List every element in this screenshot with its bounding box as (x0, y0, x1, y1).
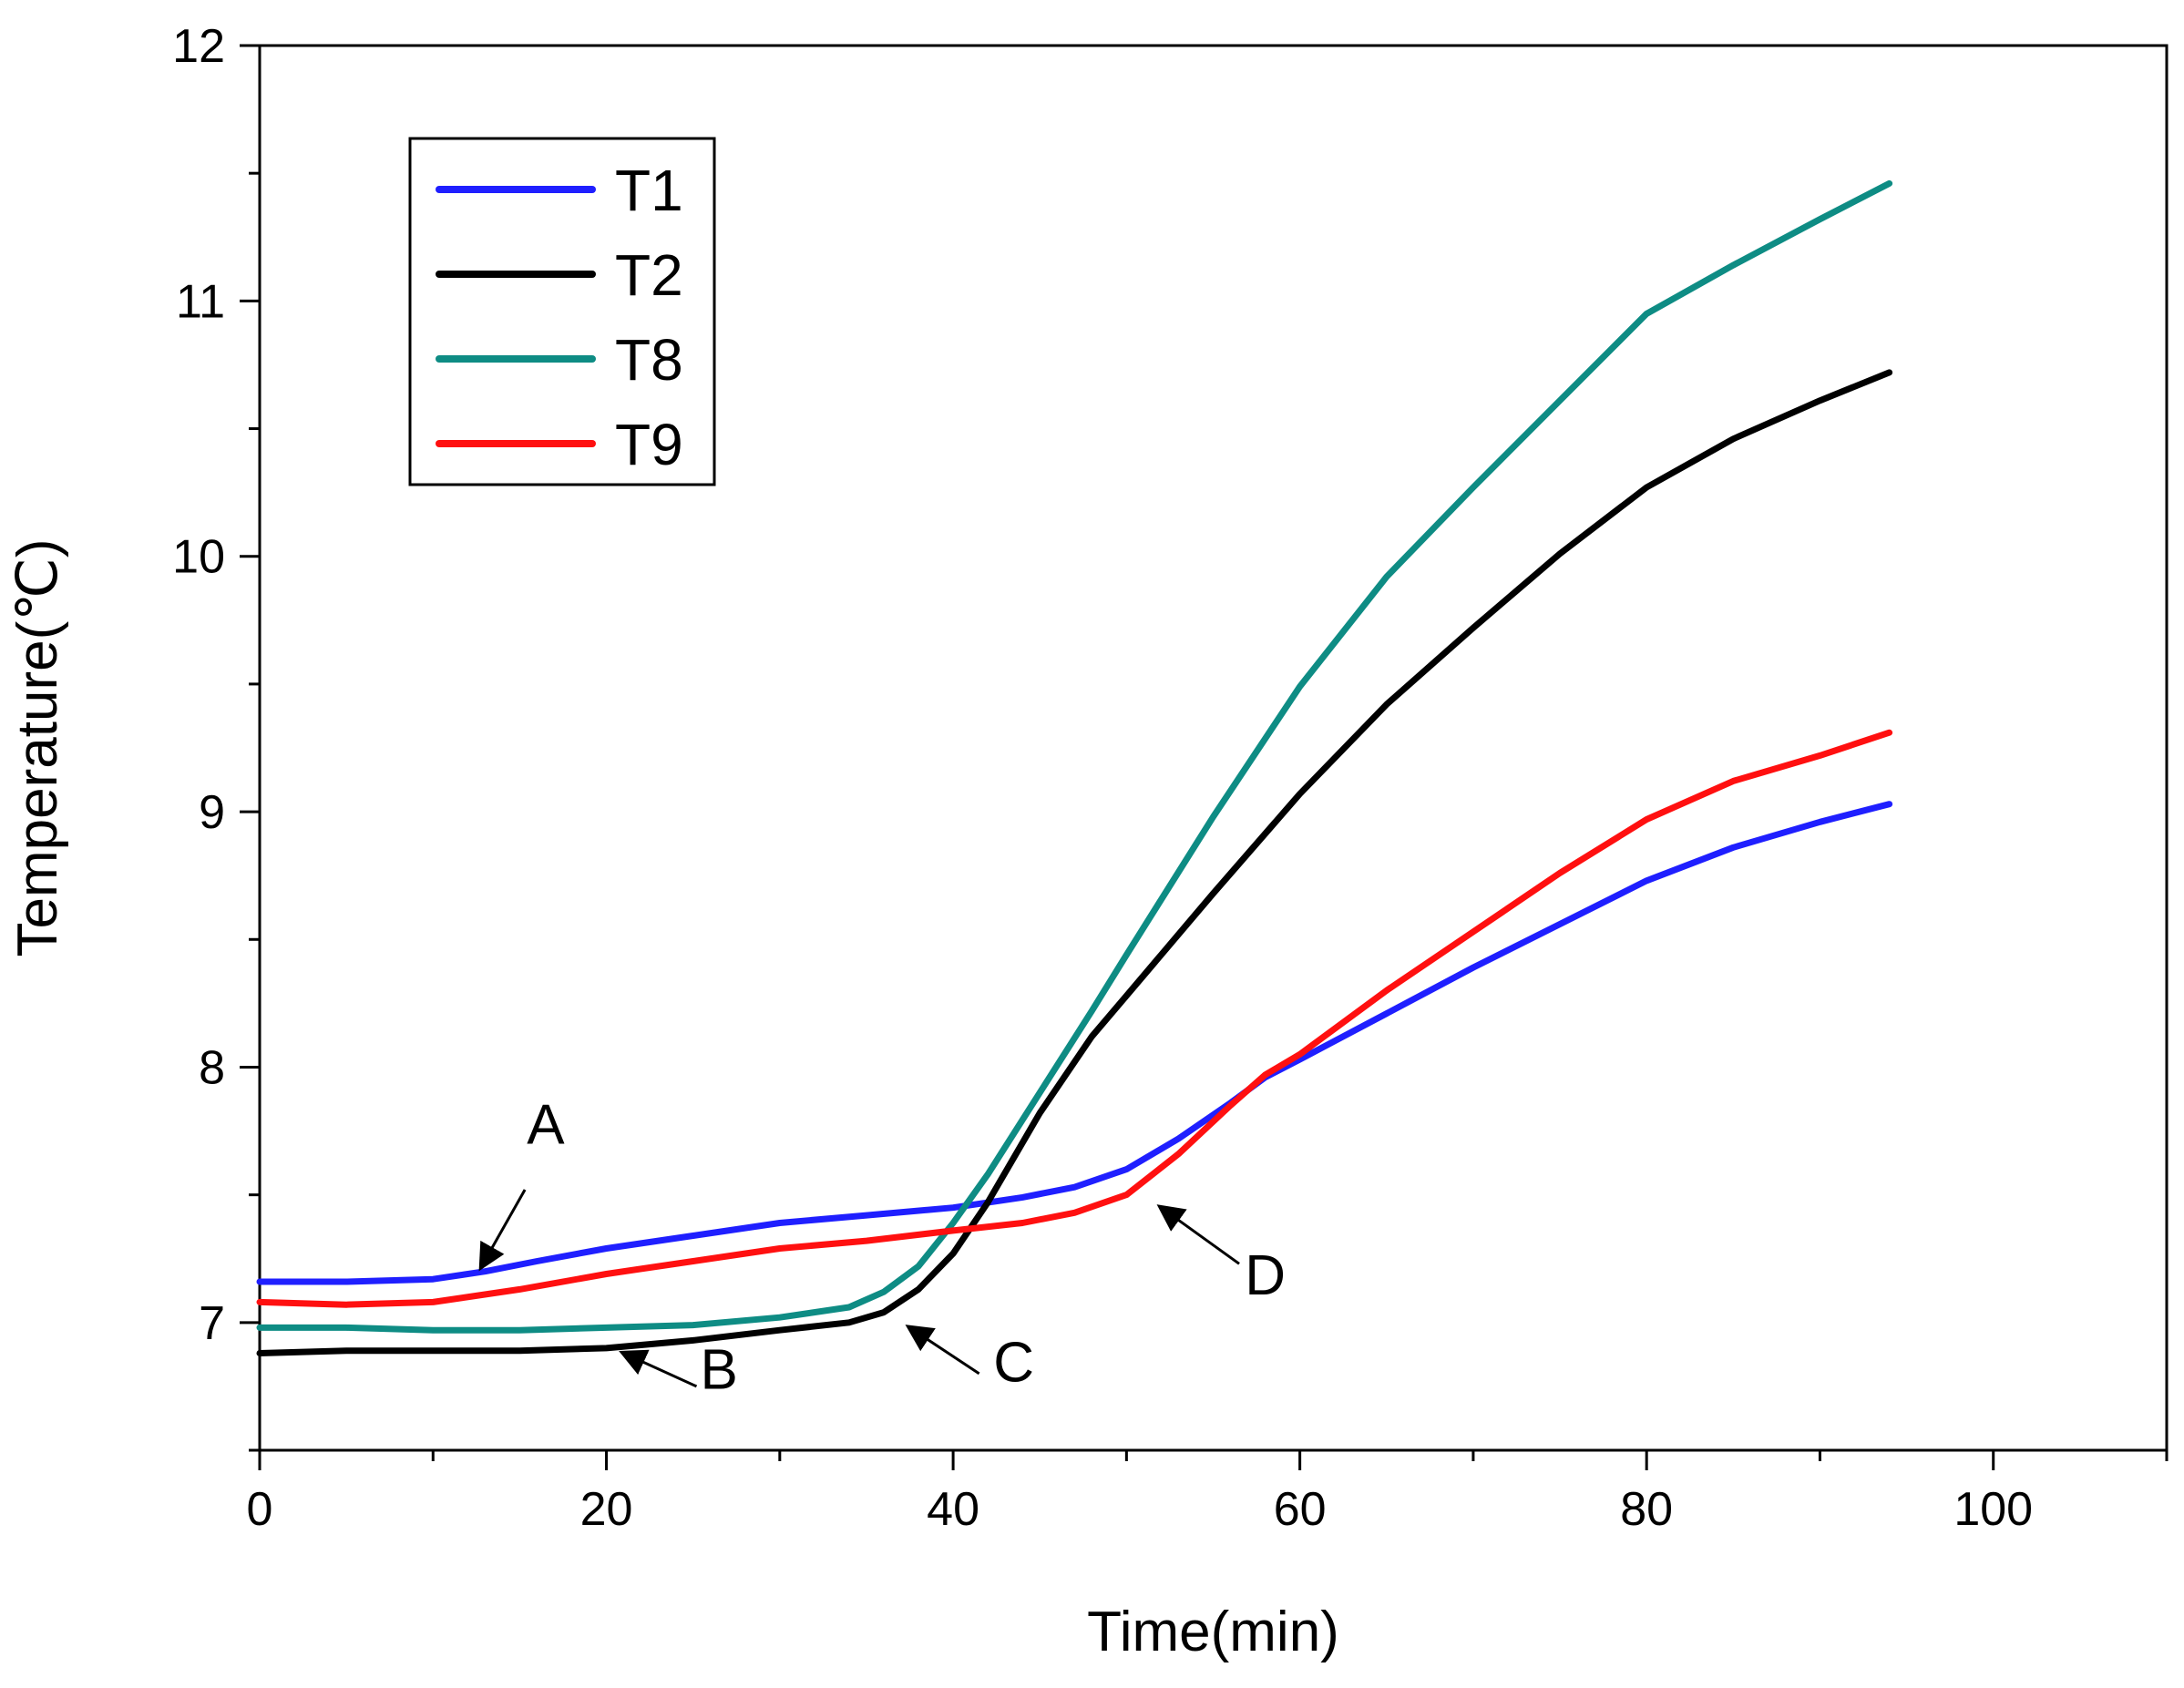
series-line-t2 (256, 369, 1893, 1356)
legend-label-t2: T2 (615, 242, 683, 308)
x-tick-label: 80 (1620, 1483, 1673, 1536)
x-tick-label: 60 (1274, 1483, 1327, 1536)
legend-box (408, 137, 716, 486)
series-line-t1 (256, 801, 1893, 1285)
annotation-arrow-d (1156, 1204, 1240, 1265)
y-tick-label: 8 (199, 1041, 225, 1094)
series-layer (256, 179, 1893, 1356)
y-tick-label: 9 (199, 786, 225, 839)
annotation-layer: A B C D (478, 1094, 1286, 1402)
x-axis-ticks: 0 20 40 60 80 100 (247, 1450, 2169, 1536)
legend-label-t9: T9 (615, 412, 683, 477)
series-line-t8 (256, 179, 1893, 1334)
series-line-t9 (256, 729, 1893, 1308)
legend-label-t8: T8 (615, 327, 683, 393)
annotation-label-a: A (527, 1094, 565, 1157)
annotation-arrow-b (619, 1349, 698, 1388)
y-tick-label: 7 (199, 1297, 225, 1350)
x-tick-label: 0 (247, 1483, 273, 1536)
x-tick-label: 40 (927, 1483, 979, 1536)
x-axis-title: Time(min) (1087, 1601, 1339, 1663)
annotation-arrow-a (478, 1189, 527, 1272)
annotation-arrow-c (905, 1325, 980, 1376)
x-tick-label: 20 (580, 1483, 633, 1536)
legend-label-t1: T1 (615, 158, 683, 223)
y-tick-label: 11 (176, 275, 225, 328)
annotation-label-c: C (993, 1331, 1034, 1394)
legend: T1 T2 T8 T9 (408, 137, 716, 486)
y-axis-ticks: 7 8 9 10 11 12 (172, 20, 260, 1452)
x-tick-label: 100 (1953, 1483, 2033, 1536)
y-axis-title: Temperature(℃) (6, 539, 69, 957)
annotation-label-d: D (1245, 1244, 1286, 1307)
plot-frame (258, 44, 2169, 1452)
annotation-label-b: B (701, 1339, 738, 1402)
y-tick-label: 10 (172, 531, 225, 584)
plot-border (258, 44, 2169, 1452)
y-tick-label: 12 (172, 20, 225, 73)
